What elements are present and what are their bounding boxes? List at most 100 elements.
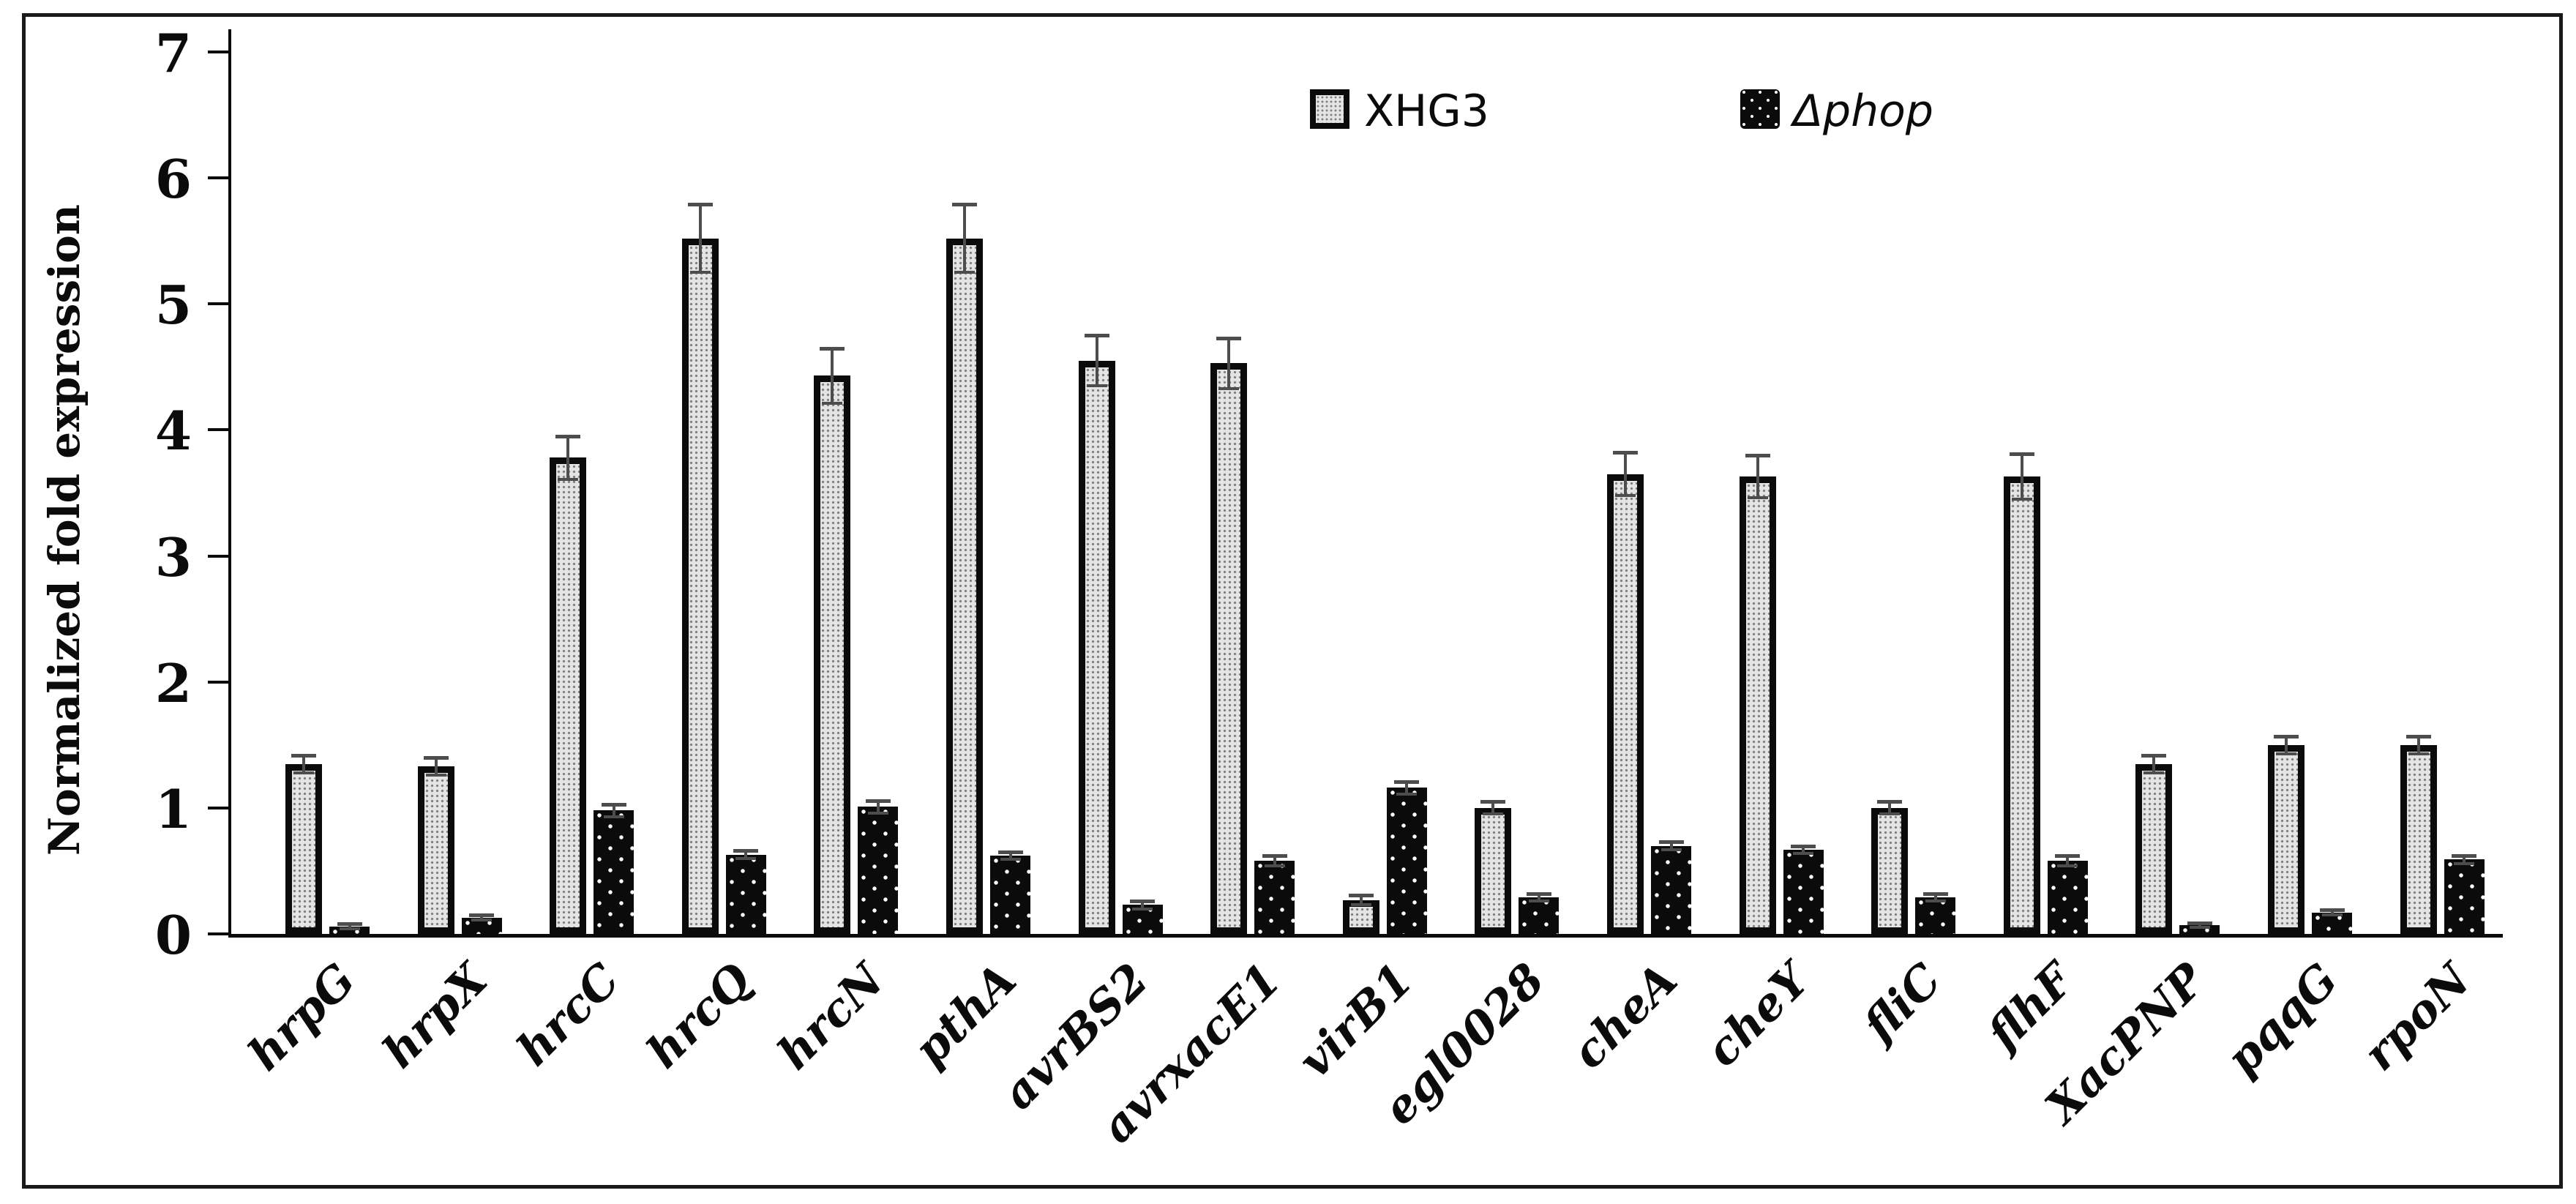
error-bar-cap-bottom: [471, 919, 493, 922]
error-bar-cap-top: [423, 756, 449, 760]
error-bar-cap-bottom: [2057, 864, 2078, 868]
error-bar-cap-top: [2274, 734, 2299, 739]
error-bar-cap-top: [1262, 854, 1287, 859]
error-bar-cap-top: [555, 435, 581, 439]
error-bar-cap-top: [1791, 844, 1816, 848]
error-bar-cap-bottom: [1747, 496, 1768, 500]
error-bar-line: [831, 348, 834, 404]
error-bar-cap-top: [1745, 453, 1770, 457]
legend-label-dphop: Δphop: [1793, 86, 1933, 137]
error-bar-line: [1669, 842, 1673, 850]
error-bar-cap-top: [1084, 334, 1109, 338]
y-tick-label: 3: [154, 526, 192, 588]
bar-XHG3-hrcQ: [681, 238, 719, 934]
error-bar-cap-bottom: [339, 927, 360, 931]
error-bar-line: [2416, 736, 2420, 754]
bar-Δphop-pthA: [990, 856, 1030, 934]
error-bar-line: [2330, 910, 2334, 916]
y-tick-mark: [208, 806, 228, 809]
bar-Δphop-virB1: [1386, 788, 1427, 934]
error-bar-cap-bottom: [558, 477, 579, 481]
bar-Δphop-avrxacE1: [1254, 861, 1295, 934]
error-bar-line: [302, 755, 305, 773]
error-bar-line: [1359, 894, 1363, 905]
error-bar-cap-bottom: [1925, 900, 1946, 903]
error-bar-line: [1624, 452, 1627, 496]
bar-XHG3-hrpX: [417, 766, 454, 934]
legend-swatch-dphop: [1740, 89, 1780, 129]
error-bar-cap-bottom: [425, 774, 446, 777]
error-bar-cap-bottom: [2408, 752, 2429, 755]
error-bar-cap-bottom: [867, 811, 888, 815]
error-bar-cap-bottom: [1396, 792, 1418, 796]
error-bar-cap-bottom: [1615, 493, 1636, 497]
bar-Δphop-hrpX: [461, 917, 502, 934]
bar-XHG3-flhF: [2003, 476, 2040, 934]
error-bar-cap-top: [952, 203, 977, 207]
error-bar-cap-bottom: [2011, 498, 2032, 501]
error-bar-cap-top: [1394, 779, 1420, 784]
error-bar-cap-top: [601, 802, 626, 807]
bar-Δphop-cheA: [1651, 845, 1691, 934]
y-tick-label: 2: [154, 651, 192, 714]
bar-Δphop-hrcQ: [725, 854, 766, 934]
bar-XHG3-cheY: [1739, 476, 1776, 934]
y-tick-mark: [208, 176, 228, 180]
error-bar-cap-bottom: [2321, 913, 2343, 917]
bar-Δphop-hrcN: [858, 807, 899, 934]
bar-XHG3-hrpG: [285, 763, 322, 934]
y-tick-label: 4: [154, 400, 192, 463]
error-bar-cap-bottom: [1660, 848, 1682, 851]
error-bar-cap-top: [1658, 840, 1684, 845]
error-bar-cap-top: [291, 753, 316, 758]
error-bar-line: [434, 758, 438, 776]
error-bar-cap-bottom: [1879, 812, 1901, 816]
error-bar-line: [1491, 801, 1495, 815]
figure-border: [22, 13, 2563, 1189]
error-bar-line: [2020, 454, 2023, 500]
legend-swatch-xhg3: [1310, 89, 1349, 129]
error-bar-cap-top: [2319, 908, 2345, 913]
error-bar-line: [480, 915, 484, 921]
error-bar-cap-top: [997, 850, 1023, 855]
error-bar-line: [1888, 801, 1892, 815]
error-bar-cap-bottom: [1000, 858, 1021, 861]
y-tick-label: 5: [154, 274, 192, 337]
error-bar-cap-top: [1922, 891, 1948, 896]
bar-Δphop-pqqG: [2312, 912, 2352, 934]
bar-XHG3-egl0028: [1475, 807, 1512, 934]
error-bar-cap-bottom: [1218, 386, 1240, 390]
y-axis-line: [228, 29, 231, 934]
error-bar-line: [2285, 736, 2288, 754]
error-bar-line: [1802, 845, 1805, 853]
error-bar-cap-bottom: [689, 271, 711, 274]
y-tick-label: 1: [154, 777, 192, 840]
y-tick-mark: [208, 428, 228, 432]
error-bar-cap-top: [687, 203, 713, 207]
bar-XHG3-rpoN: [2400, 744, 2437, 934]
error-bar-cap-top: [469, 913, 495, 918]
error-bar-cap-top: [1348, 893, 1374, 897]
y-tick-label: 7: [154, 22, 192, 85]
bar-XHG3-avrxacE1: [1210, 363, 1248, 934]
error-bar-line: [2463, 856, 2466, 864]
error-bar-line: [1405, 781, 1409, 794]
bar-XHG3-pqqG: [2268, 744, 2304, 934]
error-bar-line: [1095, 335, 1098, 386]
error-bar-line: [2152, 755, 2156, 773]
bar-Δphop-fliC: [1915, 897, 1956, 934]
error-bar-line: [1008, 852, 1012, 860]
error-bar-cap-top: [2009, 452, 2034, 457]
bar-Δphop-rpoN: [2444, 859, 2485, 934]
y-tick-mark: [208, 680, 228, 684]
error-bar-cap-top: [865, 799, 891, 803]
error-bar-cap-top: [2405, 734, 2431, 739]
error-bar-cap-bottom: [1483, 812, 1504, 816]
bar-Δphop-cheY: [1783, 849, 1824, 934]
y-tick-label: 0: [154, 904, 192, 966]
error-bar-cap-top: [2187, 921, 2212, 925]
error-bar-cap-bottom: [1132, 907, 1153, 911]
error-bar-cap-bottom: [1793, 851, 1814, 855]
error-bar-line: [1537, 893, 1540, 902]
